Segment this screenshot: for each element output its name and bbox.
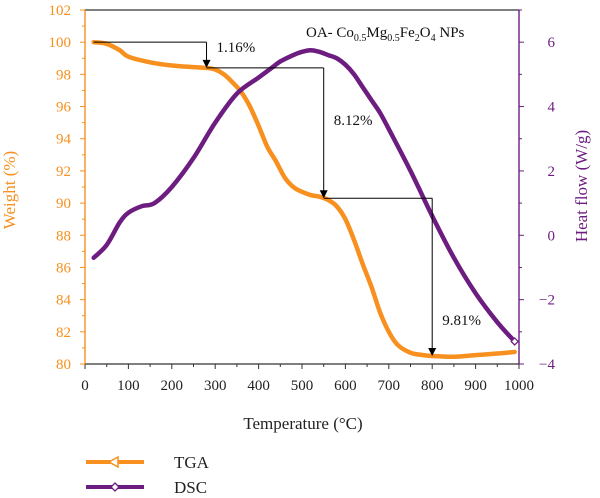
y-left-tick-label: 98 xyxy=(56,67,71,83)
x-tick-label: 0 xyxy=(81,378,89,394)
compound-label-subscript: 0.5 xyxy=(354,33,367,44)
y-left-tick-label: 82 xyxy=(56,325,71,341)
annotation-label: 9.81% xyxy=(442,313,481,329)
y-left-tick-label: 90 xyxy=(56,196,71,212)
compound-label-part: OA- Co xyxy=(306,25,354,41)
compound-label-part: O xyxy=(420,25,431,41)
legend-item-dsc: DSC xyxy=(86,478,207,497)
x-tick-label: 200 xyxy=(161,378,184,394)
x-axis-title: Temperature (°C) xyxy=(243,414,362,433)
dsc-end-marker xyxy=(510,337,520,346)
compound-label-subscript: 0.5 xyxy=(387,33,400,44)
x-tick-label: 100 xyxy=(117,378,140,394)
annotation-arrowhead xyxy=(428,347,437,356)
annotation-arrowhead xyxy=(319,190,328,199)
x-tick-label: 500 xyxy=(291,378,314,394)
series-layer xyxy=(91,39,520,360)
y-left-tick-label: 88 xyxy=(56,228,71,244)
legend-tga-label: TGA xyxy=(174,453,210,472)
y-right-tick-label: 2 xyxy=(548,164,556,180)
x-tick-label: 400 xyxy=(247,378,270,394)
y-left-tick-label: 94 xyxy=(56,132,72,148)
compound-label-part: Mg xyxy=(366,25,387,41)
legend-item-tga: TGA xyxy=(86,453,210,472)
legend-dsc-marker xyxy=(110,482,120,492)
compound-label-subscript: 2 xyxy=(415,33,420,44)
x-tick-label: 300 xyxy=(204,378,227,394)
y-left-tick-label: 96 xyxy=(56,100,72,116)
x-tick-label: 700 xyxy=(378,378,401,394)
y-left-tick-label: 86 xyxy=(56,260,72,276)
dsc-curve xyxy=(91,47,517,344)
y-left-tick-label: 100 xyxy=(49,35,72,51)
y-left-tick-label: 92 xyxy=(56,164,71,180)
y-axis-left-title: Weight (%) xyxy=(0,151,19,229)
y-axis-right-title: Heat flow (W/g) xyxy=(572,130,591,242)
compound-label-subscript: 4 xyxy=(431,33,436,44)
x-tick-label: 1000 xyxy=(504,378,534,394)
y-right-tick-label: 0 xyxy=(548,228,556,244)
x-tick-label: 900 xyxy=(464,378,487,394)
compound-label-part: NPs xyxy=(436,25,465,41)
y-right-tick-label: −2 xyxy=(539,293,555,309)
tga-curve xyxy=(91,39,517,360)
compound-label: OA- Co0.5Mg0.5Fe2O4 NPs xyxy=(306,25,465,44)
legend-tga-marker xyxy=(107,455,119,469)
percentage-annotations: 1.16% 8.12% 9.81% xyxy=(93,40,481,356)
x-tick-label: 600 xyxy=(334,378,357,394)
legend: TGA DSC xyxy=(86,453,210,497)
y-left-tick-label: 102 xyxy=(49,3,72,19)
y-right-tick-label: −4 xyxy=(539,357,555,373)
compound-label-part: Fe xyxy=(400,25,415,41)
x-tick-label: 800 xyxy=(421,378,444,394)
y-left-tick-label: 80 xyxy=(56,357,71,373)
y-left-tick-label: 84 xyxy=(56,293,72,309)
annotation-arrowhead xyxy=(202,59,211,68)
annotation-label: 8.12% xyxy=(334,113,373,129)
annotation-label: 1.16% xyxy=(217,40,256,56)
y-right-tick-label: 4 xyxy=(548,100,556,116)
y-right-tick-label: 6 xyxy=(548,35,556,51)
legend-dsc-label: DSC xyxy=(174,478,207,497)
plot-area: 0 100 200 300 400 500 600 700 800 900 100080828486… xyxy=(49,3,556,394)
